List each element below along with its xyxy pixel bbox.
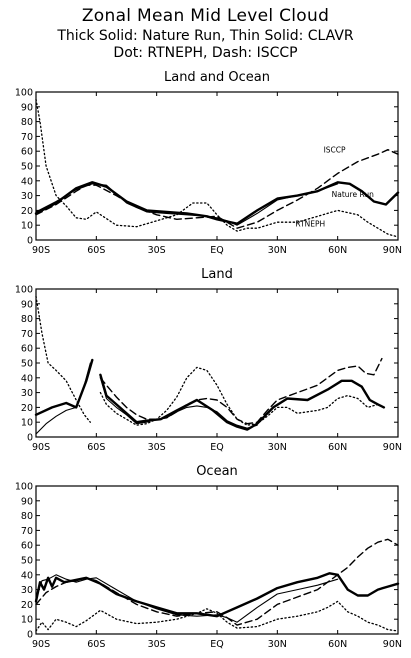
panel-title-land: Land (201, 267, 233, 282)
chart-subtitle-line1: Thick Solid: Nature Run, Thin Solid: CLA… (57, 28, 354, 44)
y-tick-label: 60 (21, 344, 33, 355)
x-tick-label: 90S (32, 245, 50, 256)
x-tick-label: 60S (87, 639, 105, 650)
x-tick-label: EQ (210, 639, 223, 650)
y-tick-label: 100 (15, 482, 33, 493)
x-tick-label: 60S (87, 442, 105, 453)
y-tick-label: 20 (21, 403, 33, 414)
x-tick-label: 30N (268, 245, 287, 256)
x-tick-label: EQ (210, 245, 223, 256)
x-tick-label: 30S (148, 639, 166, 650)
series-line-isccp (99, 357, 383, 425)
y-tick-label: 90 (21, 496, 33, 507)
y-tick-label: 40 (21, 176, 33, 187)
y-tick-label: 40 (21, 373, 33, 384)
y-tick-label: 10 (21, 221, 33, 232)
y-tick-label: 100 (15, 285, 33, 296)
series-line-nature-run (34, 572, 400, 618)
series-line-rtneph (35, 295, 379, 426)
series-line-clavr (35, 574, 339, 623)
chart-subtitle-line2: Dot: RTNEPH, Dash: ISCCP (113, 45, 298, 61)
y-tick-label: 80 (21, 117, 33, 128)
x-tick-label: EQ (210, 442, 223, 453)
y-tick-label: 50 (21, 359, 33, 370)
panel-title-ocean: Ocean (196, 464, 238, 479)
x-tick-label: 30S (148, 442, 166, 453)
y-tick-label: 60 (21, 541, 33, 552)
y-tick-label: 40 (21, 570, 33, 581)
chart-panel-ocean: 0 10 20 30 40 50 60 70 80 90 100 90S 60S 30S EQ 30N 60N 9… (15, 482, 402, 650)
x-tick-label: 60N (328, 245, 347, 256)
panel-title-land-ocean: Land and Ocean (163, 70, 270, 85)
y-tick-label: 90 (21, 102, 33, 113)
series-line-rtneph (35, 98, 399, 238)
y-tick-label: 70 (21, 132, 33, 143)
y-tick-label: 10 (21, 418, 33, 429)
x-tick-label: 30N (268, 442, 287, 453)
y-tick-label: 50 (21, 162, 33, 173)
y-tick-label: 70 (21, 329, 33, 340)
y-tick-label: 60 (21, 147, 33, 158)
chart-panel-land-ocean: 0 10 20 30 40 50 60 70 80 90 100 90S 60S 30S EQ 30N 60N 9… (15, 88, 402, 256)
series-annotation: Nature Run (332, 190, 374, 199)
x-tick-label: 30N (268, 639, 287, 650)
chart-panel-land: 0 10 20 30 40 50 60 70 80 90 100 90S 60S 30S EQ 30N 60N 9… (15, 285, 402, 453)
x-tick-label: 90S (32, 442, 50, 453)
x-tick-label: 60N (328, 639, 347, 650)
x-tick-label: 60N (328, 442, 347, 453)
y-tick-label: 30 (21, 191, 33, 202)
y-tick-label: 30 (21, 388, 33, 399)
series-line-rtneph (35, 600, 399, 632)
chart-title: Zonal Mean Mid Level Cloud (81, 6, 330, 26)
x-tick-label: 90S (32, 639, 50, 650)
x-tick-label: 30S (148, 245, 166, 256)
series-line-nature-run (34, 358, 386, 431)
y-tick-label: 80 (21, 314, 33, 325)
y-tick-label: 100 (15, 88, 33, 99)
x-tick-label: 90N (383, 639, 402, 650)
series-annotation: ISCCP (324, 146, 346, 155)
y-tick-label: 50 (21, 556, 33, 567)
y-tick-label: 20 (21, 206, 33, 217)
y-tick-label: 20 (21, 600, 33, 611)
series-line-isccp (35, 538, 399, 626)
series-annotation: RTNEPH (295, 220, 325, 229)
y-tick-label: 90 (21, 299, 33, 310)
y-tick-label: 10 (21, 615, 33, 626)
y-tick-label: 0 (27, 236, 33, 247)
y-tick-label: 30 (21, 585, 33, 596)
y-tick-label: 0 (27, 630, 33, 641)
y-tick-label: 0 (27, 433, 33, 444)
x-tick-label: 90N (383, 442, 402, 453)
y-tick-label: 70 (21, 526, 33, 537)
series-line-isccp (35, 149, 399, 229)
x-tick-label: 90N (383, 245, 402, 256)
x-tick-label: 60S (87, 245, 105, 256)
y-tick-label: 80 (21, 511, 33, 522)
